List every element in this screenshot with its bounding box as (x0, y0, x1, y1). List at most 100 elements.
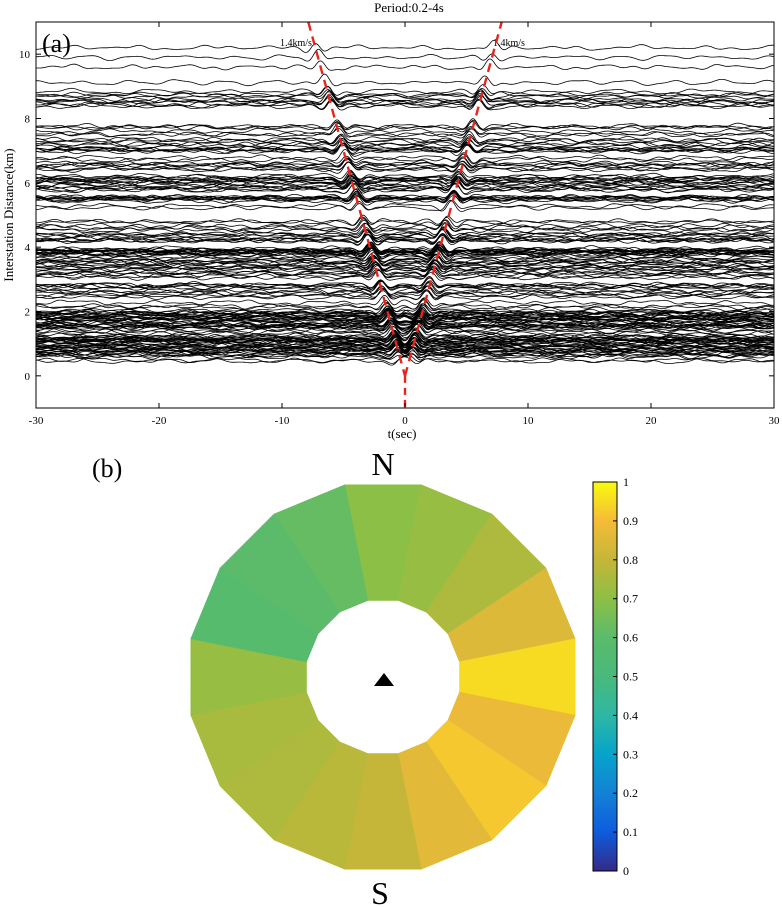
waveform-trace (36, 317, 774, 328)
waveform-trace (36, 126, 774, 138)
waveform-trace (36, 168, 774, 180)
waveform-trace (36, 285, 774, 297)
waveform-trace (36, 89, 774, 101)
azimuth-sectors (190, 484, 576, 870)
velocity-label-left: 1.4km/s (280, 38, 312, 49)
waveform-trace (36, 142, 774, 155)
waveform-trace (36, 349, 774, 357)
waveform-trace (36, 294, 774, 307)
panel-label-a: (a) (42, 29, 71, 58)
waveform-trace (36, 39, 774, 53)
waveform-trace (36, 303, 774, 317)
waveform-trace (36, 275, 774, 290)
x-tick-label: -30 (29, 415, 44, 427)
waveform-trace (36, 118, 774, 131)
waveform-trace (36, 214, 774, 226)
waveform-trace (36, 327, 774, 342)
waveform-trace (36, 149, 774, 164)
waveform-trace (36, 333, 774, 347)
waveform-trace (36, 84, 774, 96)
moveout-line (307, 22, 407, 377)
waveform-trace (36, 315, 774, 328)
waveform-trace (36, 234, 774, 246)
waveform-trace (36, 244, 774, 254)
moveout-line (403, 22, 503, 377)
waveform-trace (36, 157, 774, 168)
waveform-trace (36, 222, 774, 233)
azimuth-panel: (b) N S 0 0.1 0.2 0.3 0.4 0.5 0.6 0.7 0.8 0.9 1 (92, 446, 638, 907)
waveform-trace (36, 269, 774, 281)
waveform-trace (36, 277, 774, 289)
x-tick-label: 10 (523, 415, 535, 427)
waveform-trace (36, 285, 774, 295)
colorbar-tick-label: 0.6 (623, 631, 638, 645)
colorbar-tick-label: 0 (623, 864, 629, 878)
x-axis-ticks: -30 -20 -10 0 10 20 30 (29, 22, 780, 427)
waveform-trace (36, 175, 774, 187)
colorbar-tick-label: 1 (623, 475, 629, 489)
colorbar-tick-label: 0.5 (623, 670, 638, 684)
waveform-trace (36, 323, 774, 337)
waveform-trace (36, 199, 774, 212)
waveform-trace (36, 58, 774, 71)
waveform-trace (36, 241, 774, 255)
colorbar-tick-label: 0.2 (623, 786, 638, 800)
north-label: N (371, 446, 394, 482)
waveform-trace (36, 331, 774, 345)
waveform-trace (36, 90, 774, 103)
y-tick-label: 4 (25, 242, 31, 254)
south-label: S (371, 875, 389, 907)
waveform-trace (36, 298, 774, 313)
waveform-trace (36, 337, 774, 351)
waveform-trace (36, 190, 774, 202)
x-tick-label: 20 (646, 415, 658, 427)
waveform-trace (36, 253, 774, 265)
waveform-trace (36, 180, 774, 191)
waveform-trace (36, 219, 774, 233)
waveform-trace (36, 290, 774, 300)
waveform-trace (36, 153, 774, 165)
waveform-trace (36, 141, 774, 154)
waveform-trace (36, 228, 774, 240)
waveform-trace (36, 161, 774, 173)
waveform-trace (36, 288, 774, 300)
waveform-trace (36, 301, 774, 315)
waveform-trace (36, 263, 774, 278)
x-tick-label: -20 (152, 415, 167, 427)
waveform-trace (36, 342, 774, 354)
y-tick-label: 10 (19, 49, 31, 61)
x-tick-label: -10 (275, 415, 290, 427)
waveform-trace (36, 131, 774, 144)
colorbar-tick-label: 0.1 (623, 825, 638, 839)
waveform-trace (36, 161, 774, 174)
panel-label-b: (b) (92, 454, 122, 483)
triangle-icon (374, 673, 394, 686)
waveform-trace (36, 234, 774, 246)
waveform-trace (36, 156, 774, 169)
waveform-trace (36, 323, 774, 336)
waveform-trace (36, 178, 774, 192)
moveout-lines (307, 22, 503, 408)
waveform-trace (36, 135, 774, 146)
waveform-trace (36, 306, 774, 317)
waveform-trace (36, 241, 774, 255)
y-tick-label: 2 (25, 307, 31, 319)
colorbar-tick-label: 0.3 (623, 747, 638, 761)
waveform-trace (36, 285, 774, 297)
waveform-trace (36, 193, 774, 204)
waveform-traces (36, 39, 774, 366)
record-section-panel: Period:0.2-4s (a) 1.4km/s 1.4km/s -30 -20… (1, 0, 780, 441)
y-axis-ticks: 0 2 4 6 8 10 (19, 49, 774, 383)
waveform-trace (36, 345, 774, 356)
waveform-trace (36, 122, 774, 136)
waveform-trace (36, 175, 774, 187)
chart-title: Period:0.2-4s (374, 0, 444, 15)
y-tick-label: 0 (25, 371, 31, 383)
waveform-trace (36, 73, 774, 87)
waveform-trace (36, 227, 774, 239)
waveform-trace (36, 188, 774, 203)
waveform-trace (36, 261, 774, 273)
colorbar-tick-label: 0.8 (623, 553, 638, 567)
velocity-label-right: 1.4km/s (493, 38, 525, 49)
